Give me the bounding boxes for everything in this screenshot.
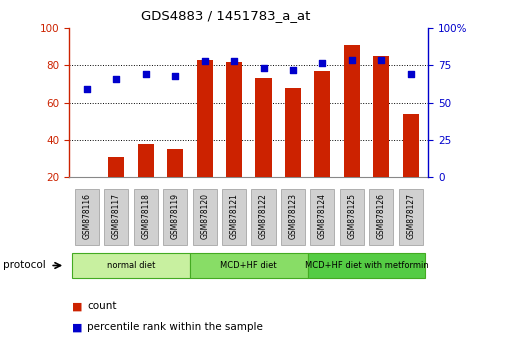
Bar: [137, 144, 154, 214]
FancyBboxPatch shape: [369, 189, 393, 245]
Bar: [344, 45, 360, 214]
FancyBboxPatch shape: [192, 189, 216, 245]
Point: [318, 60, 326, 65]
Bar: [108, 156, 125, 214]
FancyBboxPatch shape: [222, 189, 246, 245]
Text: GSM878116: GSM878116: [83, 193, 91, 239]
Text: GSM878124: GSM878124: [318, 193, 327, 239]
Text: GSM878121: GSM878121: [230, 193, 239, 239]
Text: GSM878123: GSM878123: [288, 193, 298, 239]
Point: [407, 72, 415, 77]
Point: [83, 86, 91, 92]
Text: protocol: protocol: [3, 261, 45, 270]
Bar: [255, 79, 271, 214]
Bar: [196, 60, 213, 214]
Text: GSM878117: GSM878117: [112, 193, 121, 239]
Point: [112, 76, 121, 82]
Point: [260, 65, 268, 71]
Text: percentile rank within the sample: percentile rank within the sample: [87, 322, 263, 332]
Bar: [403, 114, 419, 214]
Bar: [79, 177, 95, 214]
Text: ■: ■: [72, 322, 82, 332]
Text: GSM878120: GSM878120: [200, 193, 209, 239]
Point: [377, 57, 385, 62]
Text: GSM878119: GSM878119: [171, 193, 180, 239]
Bar: [226, 62, 242, 214]
Text: MCD+HF diet with metformin: MCD+HF diet with metformin: [305, 261, 428, 270]
Text: count: count: [87, 301, 117, 311]
Bar: [373, 56, 389, 214]
Text: GSM878118: GSM878118: [141, 193, 150, 239]
Point: [142, 72, 150, 77]
Text: GSM878122: GSM878122: [259, 193, 268, 239]
Text: GDS4883 / 1451783_a_at: GDS4883 / 1451783_a_at: [141, 9, 310, 22]
Point: [230, 58, 238, 64]
FancyBboxPatch shape: [75, 189, 99, 245]
FancyBboxPatch shape: [308, 253, 425, 278]
Bar: [314, 71, 330, 214]
FancyBboxPatch shape: [104, 189, 128, 245]
FancyBboxPatch shape: [340, 189, 364, 245]
Text: GSM878125: GSM878125: [347, 193, 357, 239]
Bar: [285, 88, 301, 214]
FancyBboxPatch shape: [281, 189, 305, 245]
FancyBboxPatch shape: [190, 253, 308, 278]
Point: [171, 73, 180, 79]
FancyBboxPatch shape: [310, 189, 334, 245]
Bar: [167, 149, 183, 214]
Text: normal diet: normal diet: [107, 261, 155, 270]
FancyBboxPatch shape: [72, 253, 190, 278]
Text: GSM878127: GSM878127: [406, 193, 415, 239]
Text: ■: ■: [72, 301, 82, 311]
Text: GSM878126: GSM878126: [377, 193, 386, 239]
FancyBboxPatch shape: [251, 189, 275, 245]
Point: [201, 58, 209, 64]
FancyBboxPatch shape: [134, 189, 158, 245]
Point: [289, 67, 297, 73]
Text: MCD+HF diet: MCD+HF diet: [221, 261, 277, 270]
Point: [348, 57, 356, 62]
FancyBboxPatch shape: [399, 189, 423, 245]
FancyBboxPatch shape: [163, 189, 187, 245]
